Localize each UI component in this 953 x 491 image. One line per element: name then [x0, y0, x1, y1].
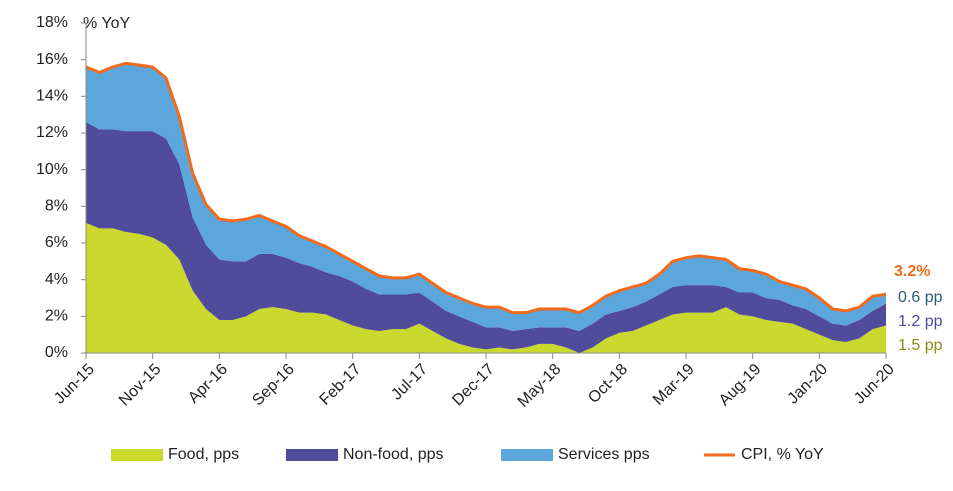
x-tick-label: Jun-15	[51, 361, 98, 408]
x-tick-label: Oct-18	[585, 361, 631, 407]
x-tick-label: Dec-17	[449, 361, 498, 410]
x-tick-label: Aug-19	[716, 361, 765, 410]
annotation: 0.6 pp	[898, 289, 943, 306]
cpi-line	[85, 61, 887, 315]
y-tick-label: 8%	[45, 198, 68, 215]
y-tick-label: 4%	[45, 271, 68, 288]
legend-label: CPI, % YoY	[741, 446, 824, 463]
x-tick-label: Feb-17	[317, 361, 365, 409]
y-tick-label: 2%	[45, 308, 68, 325]
legend-label: Services pps	[558, 446, 650, 463]
x-tick-label: Mar-19	[650, 361, 698, 409]
legend-label: Food, pps	[168, 446, 239, 463]
x-tick-label: Jan-20	[785, 361, 832, 408]
y-axis-label: % YoY	[83, 15, 130, 32]
y-tick-label: 16%	[36, 51, 68, 68]
x-tick-label: Sep-16	[249, 361, 298, 410]
annotation: 1.2 pp	[898, 313, 943, 330]
y-tick-label: 10%	[36, 161, 68, 178]
y-tick-label: 12%	[36, 124, 68, 141]
annotation: 3.2%	[894, 263, 930, 280]
x-tick-label: Jul-17	[388, 361, 431, 404]
area	[86, 122, 886, 353]
annotation: 1.5 pp	[898, 337, 943, 354]
legend-swatch	[286, 449, 338, 461]
legend-swatch	[501, 449, 553, 461]
x-tick-label: Jun-20	[851, 361, 898, 408]
x-tick-label: Apr-16	[185, 361, 231, 407]
y-tick-label: 6%	[45, 234, 68, 251]
legend-label: Non-food, pps	[343, 446, 444, 463]
area	[86, 222, 886, 353]
y-tick-label: 18%	[36, 14, 68, 31]
y-tick-label: 14%	[36, 88, 68, 105]
x-tick-label: Nov-15	[116, 361, 165, 410]
y-tick-label: 0%	[45, 344, 68, 361]
x-tick-label: May-18	[515, 361, 565, 411]
legend-swatch	[111, 449, 163, 461]
area	[86, 63, 886, 331]
